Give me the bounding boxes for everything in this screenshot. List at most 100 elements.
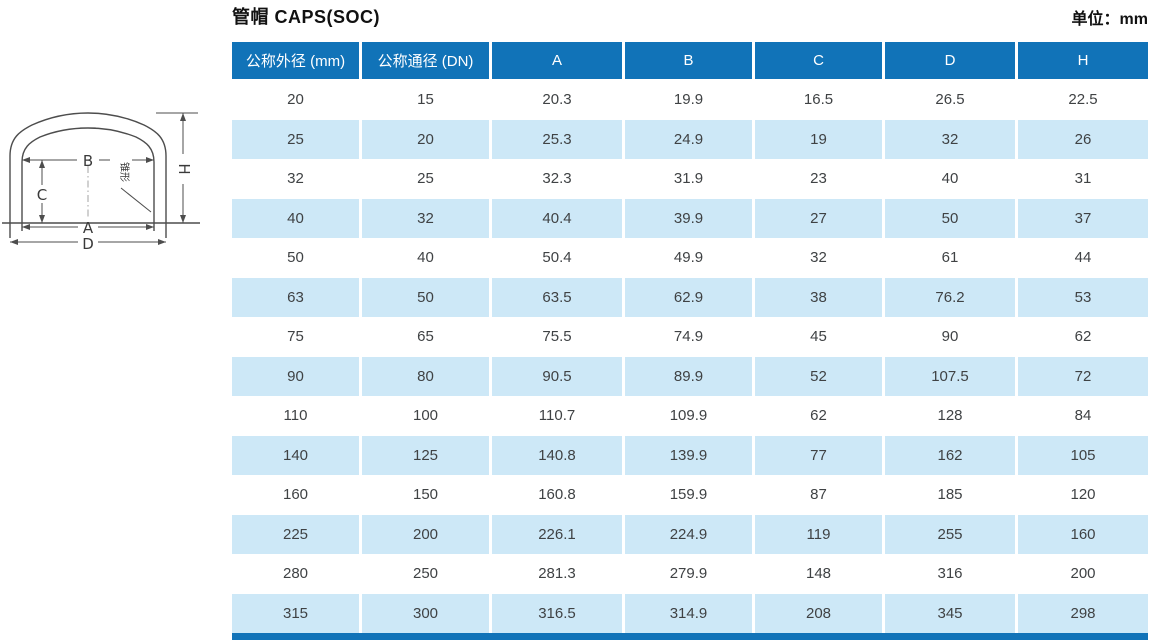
table-cell: 315 <box>232 593 359 633</box>
table-row: 140 125 140.8 139.9 77 162 105 <box>232 435 1148 475</box>
table-cell: 225 <box>232 514 359 554</box>
table-cell: 300 <box>362 593 489 633</box>
table-cell: 40 <box>362 238 489 278</box>
table-cell: 279.9 <box>625 554 752 594</box>
header-cell-d: D <box>885 42 1015 79</box>
table-cell: 89.9 <box>625 356 752 396</box>
cap-outer-contour <box>9 112 167 238</box>
table-cell: 160 <box>232 475 359 515</box>
table-cell: 27 <box>755 198 882 238</box>
table-cell: 298 <box>1018 593 1148 633</box>
table-cell: 31.9 <box>625 159 752 199</box>
table-cell: 76.2 <box>885 277 1015 317</box>
table-cell: 139.9 <box>625 435 752 475</box>
table-cell: 20 <box>362 119 489 159</box>
table-cell: 23 <box>755 159 882 199</box>
table-cell: 226.1 <box>492 514 622 554</box>
table-cell: 140 <box>232 435 359 475</box>
table-cell: 52 <box>755 356 882 396</box>
table-cell: 50 <box>232 238 359 278</box>
table-cell: 80 <box>362 356 489 396</box>
table-cell: 150 <box>362 475 489 515</box>
table-cell: 63 <box>232 277 359 317</box>
table-cell: 19 <box>755 119 882 159</box>
table-cell: 50.4 <box>492 238 622 278</box>
table-cell: 63.5 <box>492 277 622 317</box>
table-row: 63 50 63.5 62.9 38 76.2 53 <box>232 277 1148 317</box>
table-row: 40 32 40.4 39.9 27 50 37 <box>232 198 1148 238</box>
table-row: 225 200 226.1 224.9 119 255 160 <box>232 514 1148 554</box>
cap-diagram-svg: B C 锥形 A D H <box>2 112 200 253</box>
table-cell: 53 <box>1018 277 1148 317</box>
table-cell: 32.3 <box>492 159 622 199</box>
table-row: 160 150 160.8 159.9 87 185 120 <box>232 475 1148 515</box>
table-cell: 72 <box>1018 356 1148 396</box>
table-cell: 255 <box>885 514 1015 554</box>
table-row: 90 80 90.5 89.9 52 107.5 72 <box>232 356 1148 396</box>
table-cell: 38 <box>755 277 882 317</box>
table-cell: 26 <box>1018 119 1148 159</box>
table-cell: 19.9 <box>625 80 752 120</box>
table-cell: 61 <box>885 238 1015 278</box>
table-cell: 16.5 <box>755 80 882 120</box>
table-cell: 128 <box>885 396 1015 436</box>
table-cell: 316 <box>885 554 1015 594</box>
table-cell: 44 <box>1018 238 1148 278</box>
table-cell: 32 <box>755 238 882 278</box>
table-cell: 125 <box>362 435 489 475</box>
table-cell: 62 <box>755 396 882 436</box>
table-cell: 200 <box>362 514 489 554</box>
table-cell: 87 <box>755 475 882 515</box>
table-cell: 120 <box>1018 475 1148 515</box>
table-cell: 109.9 <box>625 396 752 436</box>
table-cell: 105 <box>1018 435 1148 475</box>
table-cell: 45 <box>755 317 882 357</box>
dim-label-a: A <box>83 219 94 237</box>
table-cell: 280 <box>232 554 359 594</box>
table-cell: 49.9 <box>625 238 752 278</box>
table-cell: 50 <box>885 198 1015 238</box>
table-cell: 100 <box>362 396 489 436</box>
table-cell: 119 <box>755 514 882 554</box>
table-cell: 24.9 <box>625 119 752 159</box>
table-cell: 40 <box>885 159 1015 199</box>
table-cell: 107.5 <box>885 356 1015 396</box>
table-cell: 159.9 <box>625 475 752 515</box>
table-cell: 110 <box>232 396 359 436</box>
taper-label: 锥形 <box>118 162 130 182</box>
table-cell: 314.9 <box>625 593 752 633</box>
table-cell: 37 <box>1018 198 1148 238</box>
table-cell: 316.5 <box>492 593 622 633</box>
table-cell: 160.8 <box>492 475 622 515</box>
table-cell: 22.5 <box>1018 80 1148 120</box>
table-cell: 50 <box>362 277 489 317</box>
table-row: 110 100 110.7 109.9 62 128 84 <box>232 396 1148 436</box>
header-cell-h: H <box>1018 42 1148 79</box>
table-cell: 185 <box>885 475 1015 515</box>
table-cell: 250 <box>362 554 489 594</box>
table-cell: 40 <box>232 198 359 238</box>
table-row: 280 250 281.3 279.9 148 316 200 <box>232 554 1148 594</box>
table-cell: 74.9 <box>625 317 752 357</box>
table-cell: 160 <box>1018 514 1148 554</box>
table-cell: 25 <box>232 119 359 159</box>
table-row: 315 300 316.5 314.9 208 345 298 <box>232 593 1148 633</box>
taper-leader-line <box>120 187 152 213</box>
table-cell: 62 <box>1018 317 1148 357</box>
table-header-row: 公称外径 (mm) 公称通径 (DN) A B C D H <box>232 42 1148 79</box>
table-cell: 32 <box>232 159 359 199</box>
table-cell: 62.9 <box>625 277 752 317</box>
table-row: 25 20 25.3 24.9 19 32 26 <box>232 119 1148 159</box>
table-cell: 90.5 <box>492 356 622 396</box>
unit-label: 单位：mm <box>1071 11 1148 28</box>
dim-label-c: C <box>37 186 47 204</box>
table-cell: 345 <box>885 593 1015 633</box>
table-cell: 65 <box>362 317 489 357</box>
table-cell: 77 <box>755 435 882 475</box>
table-cell: 39.9 <box>625 198 752 238</box>
table-cell: 162 <box>885 435 1015 475</box>
table-cell: 148 <box>755 554 882 594</box>
table-cell: 90 <box>232 356 359 396</box>
table-cell: 20.3 <box>492 80 622 120</box>
table-cell: 84 <box>1018 396 1148 436</box>
